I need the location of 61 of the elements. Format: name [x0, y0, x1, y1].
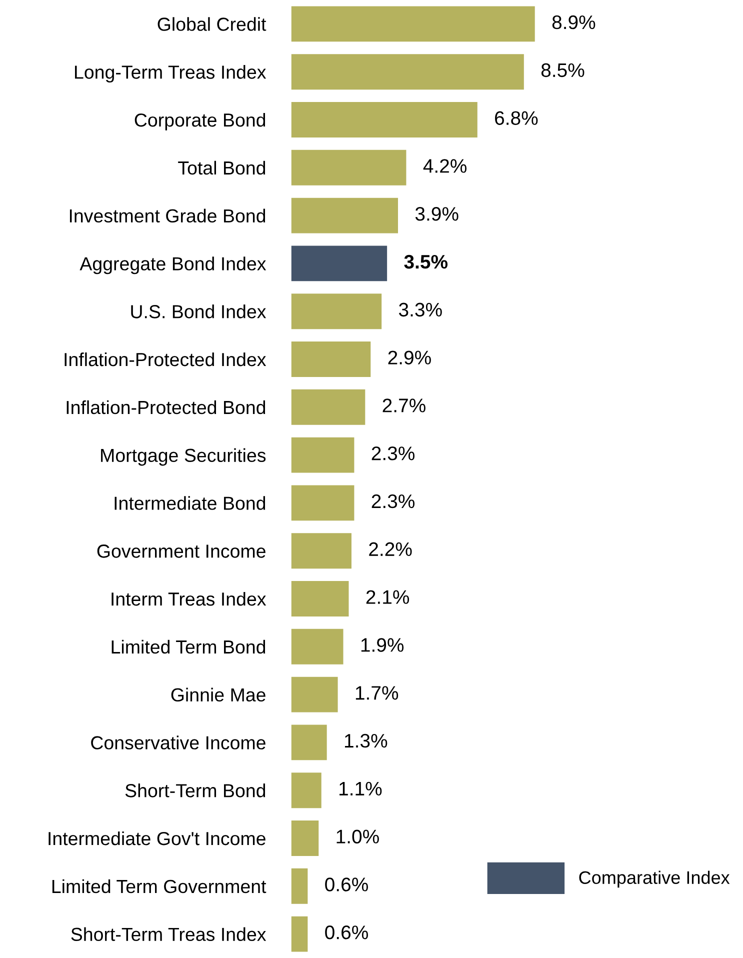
y-tick-label: Limited Term Bond — [112, 640, 266, 654]
bar — [291, 485, 354, 521]
bar — [291, 198, 398, 234]
y-tick-label: Ginnie Mae — [171, 688, 266, 702]
y-tick-label: Inflation-Protected Bond — [66, 400, 266, 414]
y-tick-label: U.S. Bond Index — [131, 304, 266, 318]
bar — [291, 868, 308, 904]
data-label: 2.9% — [388, 350, 431, 364]
y-tick-label: Short-Term Bond — [125, 784, 266, 798]
y-tick-label: Total Bond — [178, 160, 266, 175]
data-label: 1.3% — [344, 734, 388, 748]
y-tick-label: Inflation-Protected Index — [64, 352, 266, 366]
data-label: 0.6% — [325, 878, 368, 892]
bar — [291, 581, 349, 616]
legend-label: Comparative Index — [579, 870, 730, 888]
data-label: 2.3% — [372, 494, 415, 508]
data-label: 2.7% — [382, 398, 426, 412]
y-tick-label: Conservative Income — [91, 736, 266, 750]
bar — [291, 6, 535, 42]
bar — [291, 54, 524, 90]
data-label: 2.2% — [369, 542, 412, 556]
bar — [291, 820, 319, 856]
bar — [291, 676, 338, 712]
data-label: 1.9% — [361, 638, 404, 652]
data-label: 3.5% — [404, 254, 448, 269]
data-label: 4.2% — [423, 159, 467, 173]
bar — [291, 294, 382, 330]
bar — [291, 724, 327, 760]
data-label: 1.7% — [356, 686, 398, 700]
data-label: 8.5% — [541, 63, 584, 78]
y-tick-label: Interm Treas Index — [112, 592, 266, 606]
bar — [291, 437, 354, 473]
bar — [291, 533, 352, 569]
y-tick-label: Mortgage Securities — [101, 448, 266, 466]
y-tick-label: Short-Term Treas Index — [71, 927, 266, 942]
y-tick-label: Global Credit — [158, 17, 266, 31]
y-tick-label: Investment Grade Bond — [70, 208, 266, 223]
bar — [291, 150, 406, 186]
data-label: 8.9% — [552, 15, 596, 30]
data-label: 2.1% — [366, 590, 410, 604]
y-tick-label: Aggregate Bond Index — [80, 256, 266, 274]
data-label: 1.0% — [336, 830, 379, 844]
bar — [291, 342, 371, 377]
y-tick-label: Intermediate Bond — [114, 496, 266, 510]
y-tick-label: Government Income — [97, 544, 266, 558]
bar — [291, 246, 388, 282]
data-label: 1.1% — [340, 782, 382, 796]
y-tick-label: Corporate Bond — [134, 112, 266, 130]
bar — [291, 628, 344, 664]
y-tick-label: Long-Term Treas Index — [75, 65, 266, 83]
data-label: 6.8% — [495, 111, 538, 125]
data-label: 0.6% — [325, 926, 368, 940]
y-tick-label: Limited Term Government — [52, 879, 266, 894]
data-label: 3.3% — [398, 302, 442, 317]
data-label: 3.9% — [415, 207, 458, 221]
bar — [291, 389, 366, 425]
y-tick-label: Intermediate Gov't Income — [48, 831, 266, 846]
bar — [291, 772, 322, 808]
data-label: 2.3% — [372, 446, 415, 460]
bar — [291, 102, 478, 138]
bar — [291, 916, 308, 952]
